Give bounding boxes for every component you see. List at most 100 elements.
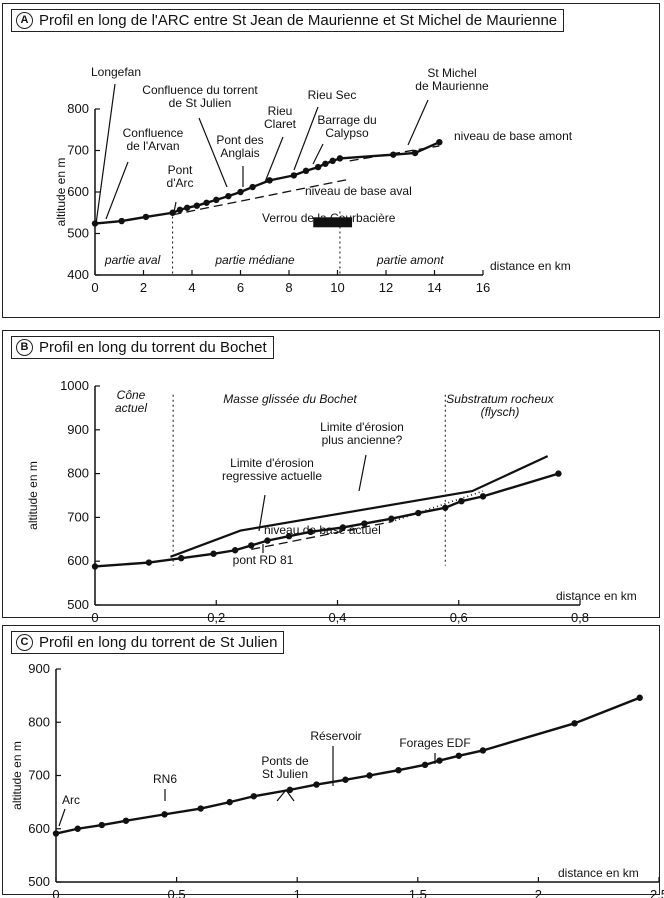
chart-a-x-tick-label: 4 — [188, 280, 195, 295]
chart-a-profile-point — [118, 217, 125, 225]
chart-c-profile-point — [342, 776, 349, 783]
chart-b-annotation-erosion-ancienne: Limite d'érosion plus ancienne? — [320, 420, 404, 447]
chart-c-y-axis-label: altitude en m — [10, 741, 24, 810]
chart-b-profile-point — [339, 524, 347, 531]
chart-a-x-tick-label: 0 — [91, 280, 98, 295]
chart-b-profile-point — [442, 504, 449, 511]
chart-b-profile-point — [388, 515, 395, 522]
chart-a-profile-point — [176, 206, 184, 214]
chart-a-profile-point — [302, 167, 310, 175]
chart-c-y-tick-label: 500 — [28, 874, 50, 889]
chart-a-leader-line — [95, 83, 116, 225]
chart-a-x-tick-label: 2 — [140, 280, 147, 295]
chart-b-y-tick-label: 700 — [67, 509, 89, 524]
chart-a-profile-point — [290, 172, 298, 179]
chart-a-x-tick-label: 16 — [476, 280, 490, 295]
chart-b-profile-point — [458, 497, 465, 505]
chart-a-annotation-barrage: Barrage du Calypso — [317, 113, 376, 140]
panel-c-title-box: C Profil en long du torrent de St Julien — [11, 631, 285, 654]
chart-c-profile-point — [197, 805, 204, 812]
chart-c-profile-point — [161, 811, 168, 818]
chart-c-profile-point — [436, 757, 443, 764]
chart-c-profile-point — [479, 747, 487, 754]
chart-c-y-tick-label: 900 — [28, 661, 50, 676]
chart-a-x-tick-label: 12 — [379, 280, 393, 295]
chart-b-profile-point — [248, 542, 255, 549]
chart-a-x-tick-label: 6 — [237, 280, 244, 295]
chart-b-zone-label-masse: Masse glissée du Bochet — [223, 392, 357, 406]
chart-c-x-tick-label: 2.5 — [650, 887, 664, 898]
chart-a-zone-label: partie médiane — [214, 253, 295, 267]
chart-c-x-tick-label: 1.5 — [409, 887, 427, 898]
chart-c-profile-point — [636, 694, 643, 701]
panel-a-letter: A — [16, 12, 33, 29]
chart-a-profile-point — [237, 188, 244, 196]
chart-b-annotation-erosion-actuelle: Limite d'érosion regressive actuelle — [222, 456, 322, 483]
chart-c-x-tick-label: 1 — [294, 887, 301, 898]
chart-c-profile-point — [366, 772, 373, 779]
chart-a-profile-point — [390, 151, 397, 158]
chart-a-profile-point — [249, 183, 256, 191]
chart-c-profile-point — [571, 720, 578, 727]
chart-b-leader-line — [358, 454, 367, 492]
chart-a-annotation-longefan: Longefan — [91, 65, 141, 79]
chart-a-x-tick-label: 14 — [427, 280, 441, 295]
chart-a-profile-point — [266, 177, 273, 184]
chart-c-svg: 0 0,5 1 1.5 2 2.5 500 600 700 800 900 distance en k… — [10, 661, 664, 898]
chart-b-x-tick-label: 0,8 — [571, 610, 589, 625]
chart-b-base-level-line — [251, 521, 392, 551]
chart-b-y-tick-label: 1000 — [60, 378, 89, 393]
chart-a-profile-line — [94, 141, 440, 225]
chart-c-leader-line — [58, 808, 66, 827]
chart-a-annotation-verrou: Verrou de la Courbacière — [262, 211, 396, 225]
chart-b-profile-point — [91, 563, 99, 570]
panel-c-letter: C — [16, 634, 33, 651]
chart-a-y-tick-label: 500 — [67, 226, 89, 241]
chart-c-annotation-arc: Arc — [62, 793, 80, 807]
chart-c-x-tick-label: 0,5 — [168, 887, 186, 898]
chart-a-profile-point — [411, 149, 419, 157]
panel-a-title: Profil en long de l'ARC entre St Jean de… — [39, 12, 558, 29]
chart-a-annotation-st-michel: St Michel de Maurienne — [415, 66, 489, 93]
chart-a-annotation-rieu-claret: Rieu Claret — [264, 104, 297, 131]
chart-b-zone-label-cone: Cône actuel — [115, 388, 147, 415]
chart-a-profile-point — [225, 192, 232, 200]
chart-b-profile-point — [178, 554, 185, 562]
chart-a-leader-line — [198, 117, 228, 188]
panel-b-letter: B — [16, 339, 33, 356]
chart-a-leader-line — [264, 136, 284, 183]
chart-a-leader-line — [173, 201, 177, 213]
chart-a-zone-label: partie amont — [376, 253, 444, 267]
chart-a-verrou-bar — [313, 217, 353, 228]
chart-b-leader-line — [258, 494, 266, 532]
chart-a-y-axis-label: altitude en m — [54, 158, 68, 227]
chart-c-profile-point — [421, 761, 429, 769]
chart-a-profile-point — [336, 155, 344, 162]
chart-c-annotation-forages: Forages EDF — [399, 736, 470, 750]
chart-b-y-tick-label: 800 — [67, 466, 89, 481]
chart-b-profile-point — [264, 537, 271, 544]
chart-b-profile-point — [479, 493, 487, 500]
chart-a-annotation-base-amont: niveau de base amont — [454, 129, 573, 143]
chart-c-y-tick-label: 800 — [28, 714, 50, 729]
chart-b-base-level-extension — [391, 490, 484, 523]
chart-a-y-tick-label: 700 — [67, 143, 89, 158]
chart-a-annotation-pont-arc: Pont d'Arc — [167, 163, 194, 190]
chart-c-leader-line — [276, 789, 295, 802]
chart-a-svg: 0 2 4 6 8 10 12 14 16 400 500 600 700 800 distance en … — [54, 65, 573, 295]
chart-b-y-tick-label: 600 — [67, 553, 89, 568]
chart-b-erosion-limit-line — [170, 455, 549, 558]
chart-c-annotation-ponts: Ponts de St Julien — [261, 754, 309, 781]
chart-b-profile-point — [555, 470, 562, 477]
chart-a-y-tick-label: 800 — [67, 101, 89, 116]
chart-a-profile-point — [213, 196, 220, 204]
chart-a-profile-point — [314, 163, 322, 171]
chart-c-annotation-rn6: RN6 — [153, 772, 177, 786]
chart-c-y-tick-label: 700 — [28, 768, 50, 783]
panel-b-title-box: B Profil en long du torrent du Bochet — [11, 336, 274, 359]
chart-a-annotation-rieu-sec: Rieu Sec — [308, 88, 357, 102]
chart-c-x-tick-label: 2 — [535, 887, 542, 898]
chart-a-x-axis-label: distance en km — [490, 259, 571, 273]
